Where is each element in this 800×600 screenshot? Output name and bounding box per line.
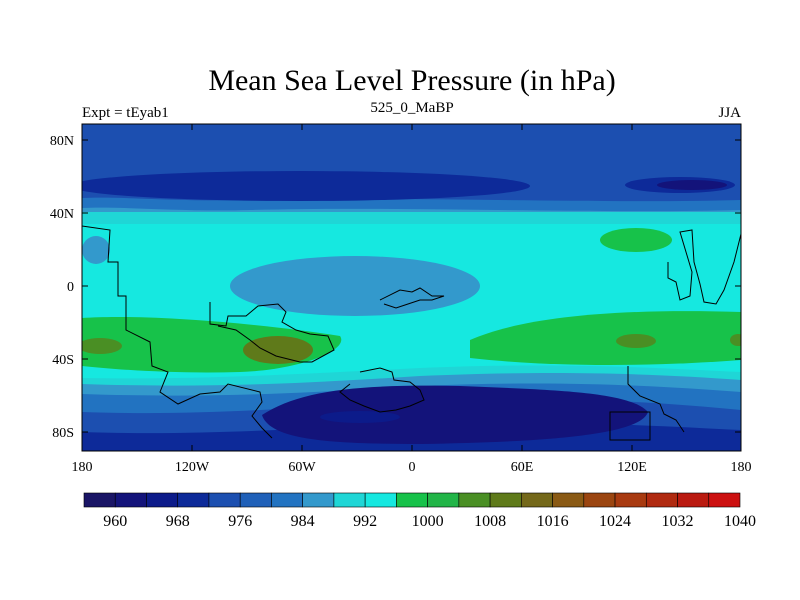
colorbar-label: 992 xyxy=(353,513,377,530)
lon-tick-label: 180 xyxy=(731,460,752,475)
colorbar-swatch xyxy=(708,492,741,508)
colorbar-swatch xyxy=(302,492,335,508)
lon-tick-label: 180 xyxy=(72,460,93,475)
lon-tick-label: 120E xyxy=(617,460,647,475)
colorbar-label: 1008 xyxy=(474,513,506,530)
high-east-edge-core xyxy=(730,334,741,346)
west-edge-band xyxy=(82,236,110,264)
lat-tick-label: 0 xyxy=(67,280,74,295)
lat-tick-label: 40S xyxy=(52,353,74,368)
colorbar-swatch xyxy=(677,492,710,508)
high-west-core xyxy=(243,336,313,364)
colorbar-swatch xyxy=(114,492,147,508)
season-label: JJA xyxy=(718,105,741,121)
colorbar-label: 1016 xyxy=(537,513,569,530)
colorbar-swatch xyxy=(208,492,241,508)
north-low-972 xyxy=(82,171,530,201)
colorbar-swatch xyxy=(83,492,116,508)
north-low-east-core xyxy=(657,180,727,190)
colorbar-label: 976 xyxy=(228,513,252,530)
colorbar-label: 968 xyxy=(166,513,190,530)
high-north-1008 xyxy=(600,228,672,252)
colorbar-swatch xyxy=(239,492,272,508)
coastlines xyxy=(82,225,741,441)
south-low-core xyxy=(320,411,400,423)
lon-tick-label: 60E xyxy=(511,460,534,475)
colorbar-label: 1024 xyxy=(599,513,631,530)
contour-field xyxy=(82,124,741,451)
colorbar-swatch xyxy=(177,492,210,508)
lat-tick-label: 80N xyxy=(50,134,74,149)
colorbar: 960 968 976 984 992 1000 1008 1016 1024 1032 1040 xyxy=(83,492,756,530)
high-west-edge-core xyxy=(82,338,122,354)
colorbar-swatch xyxy=(489,492,522,508)
colorbar-label: 984 xyxy=(291,513,315,530)
colorbar-swatch xyxy=(583,492,616,508)
colorbar-swatch xyxy=(271,492,303,508)
colorbar-label: 960 xyxy=(103,513,127,530)
lat-tick-label: 80S xyxy=(52,426,74,441)
equator-band-992 xyxy=(230,256,480,316)
colorbar-label: 1032 xyxy=(662,513,694,530)
colorbar-swatch xyxy=(146,492,179,508)
latitude-axis: 80N 40N 0 40S 80S xyxy=(50,134,741,441)
colorbar-label: 1040 xyxy=(724,513,756,530)
high-east-1008 xyxy=(470,311,741,365)
experiment-label: Expt = tEyab1 xyxy=(82,105,169,121)
colorbar-swatch xyxy=(458,492,491,508)
colorbar-swatch xyxy=(645,492,678,508)
colorbar-swatch xyxy=(614,492,647,508)
period-label: 525_0_MaBP xyxy=(370,100,453,116)
longitude-axis: 180 120W 60W 0 60E 120E 180 xyxy=(72,124,752,475)
colorbar-swatch xyxy=(396,492,428,508)
lon-tick-label: 120W xyxy=(175,460,210,475)
lat-tick-label: 40N xyxy=(50,207,74,222)
colorbar-swatch xyxy=(521,492,553,508)
colorbar-swatch xyxy=(333,492,366,508)
south-low xyxy=(262,385,648,444)
lon-tick-label: 60W xyxy=(288,460,316,475)
colorbar-label: 1000 xyxy=(412,513,444,530)
lon-tick-label: 0 xyxy=(409,460,416,475)
colorbar-swatch xyxy=(552,492,585,508)
colorbar-swatch xyxy=(427,492,460,508)
colorbar-swatch xyxy=(364,492,397,508)
map-title: Mean Sea Level Pressure (in hPa) xyxy=(208,64,615,97)
high-east-core xyxy=(616,334,656,348)
